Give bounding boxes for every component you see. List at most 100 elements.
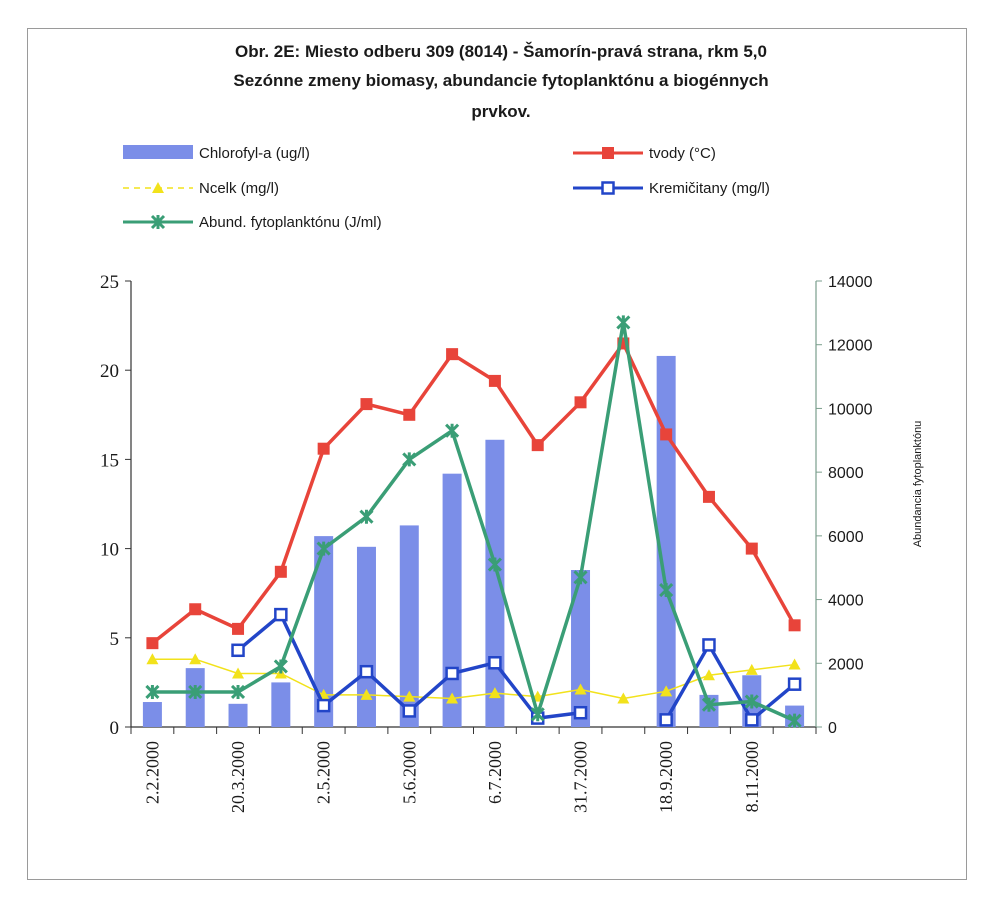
point-ncelk-mg-l	[745, 663, 758, 675]
chart-frame: Obr. 2E: Miesto odberu 309 (8014) - Šamo…	[27, 28, 967, 880]
legend-item-tvody-c: tvody (°C)	[573, 145, 716, 162]
point-abund-fytoplanktonu-j-ml	[573, 570, 588, 585]
bar-series	[142, 355, 805, 727]
point-ncelk-mg-l	[403, 690, 416, 702]
point-abund-fytoplanktonu-j-ml	[316, 541, 331, 556]
legend-item-kremicitany-mg-l: Kremičitany (mg/l)	[573, 180, 770, 197]
line-tvody-c	[151, 341, 797, 645]
point-ncelk-mg-l	[189, 653, 202, 665]
line-kremicitany-mg-l	[664, 643, 796, 722]
bar-chlorofyl-a-ug-l	[356, 546, 376, 727]
bar-chlorofyl-a-ug-l	[656, 355, 676, 727]
bar-chlorofyl-a-ug-l	[228, 703, 248, 727]
point-tvody-c	[446, 348, 459, 361]
point-kremicitany-mg-l	[231, 643, 245, 658]
point-kremicitany-mg-l	[316, 698, 331, 713]
legend-label: Chlorofyl-a (ug/l)	[199, 145, 310, 162]
point-kremicitany-mg-l	[445, 666, 459, 681]
x-tick-label: 6.7.2000	[485, 741, 505, 804]
right-tick-label: 6000	[828, 529, 864, 546]
legend-marker	[601, 181, 615, 195]
chart-title: Obr. 2E: Miesto odberu 309 (8014) - Šamo…	[233, 42, 768, 121]
left-tick-label: 25	[100, 272, 119, 293]
point-tvody-c	[574, 396, 587, 409]
right-tick-label: 12000	[828, 338, 873, 355]
legend-label: Kremičitany (mg/l)	[649, 180, 770, 197]
x-tick-label: 5.6.2000	[399, 741, 419, 804]
x-tick-label: 31.7.2000	[571, 741, 591, 813]
point-abund-fytoplanktonu-j-ml	[787, 713, 802, 728]
right-tick-label: 0	[828, 720, 837, 737]
line-abund-fytoplanktonu-j-ml	[152, 320, 796, 723]
point-kremicitany-mg-l	[402, 704, 417, 718]
point-ncelk-mg-l	[788, 658, 801, 670]
point-abund-fytoplanktonu-j-ml	[445, 423, 460, 438]
legend-item-ncelk-mg-l: Ncelk (mg/l)	[123, 180, 279, 197]
point-tvody-c	[360, 398, 373, 411]
point-abund-fytoplanktonu-j-ml	[145, 684, 160, 700]
right-axis-label: Abundancia fytoplanktónu	[912, 421, 924, 548]
series-kremicitany-mg-l	[231, 607, 802, 727]
x-tick-label: 18.9.2000	[656, 741, 676, 813]
bar-chlorofyl-a-ug-l	[142, 702, 162, 727]
point-tvody-c	[531, 439, 544, 452]
chart-title-line-2: Sezónne zmeny biomasy, abundancie fytopl…	[233, 71, 768, 90]
point-ncelk-mg-l	[360, 688, 373, 700]
point-ncelk-mg-l	[146, 653, 159, 665]
left-tick-label: 0	[110, 718, 120, 739]
x-tick-label: 2.5.2000	[314, 741, 334, 804]
x-tick-label: 20.3.2000	[228, 741, 248, 813]
point-ncelk-mg-l	[232, 667, 245, 679]
bar-chlorofyl-a-ug-l	[399, 525, 419, 727]
chart-title-line-3: prvkov.	[471, 102, 530, 121]
point-kremicitany-mg-l	[488, 656, 502, 670]
legend-marker	[602, 147, 614, 159]
point-kremicitany-mg-l	[359, 664, 374, 679]
legend-label: Abund. fytoplanktónu (J/ml)	[199, 214, 382, 231]
point-abund-fytoplanktonu-j-ml	[230, 684, 246, 700]
right-tick-label: 8000	[828, 465, 864, 482]
legend-marker	[150, 214, 166, 230]
point-abund-fytoplanktonu-j-ml	[530, 707, 545, 722]
legend-item-abund-fytoplanktonu-j-ml: Abund. fytoplanktónu (J/ml)	[123, 214, 382, 231]
point-kremicitany-mg-l	[787, 677, 802, 691]
point-tvody-c	[745, 542, 758, 555]
left-tick-label: 20	[100, 361, 119, 382]
series-abund-fytoplanktonu-j-ml	[145, 315, 802, 728]
axes: 0 5 10 15 20 25 0 2000 4000 6000 8000 10000 12000 140…	[100, 272, 924, 813]
point-abund-fytoplanktonu-j-ml	[744, 694, 759, 709]
point-tvody-c	[274, 565, 287, 578]
bar-chlorofyl-a-ug-l	[314, 536, 334, 727]
x-tick-label: 8.11.2000	[742, 741, 762, 812]
right-tick-label: 14000	[828, 274, 873, 291]
bar-chlorofyl-a-ug-l	[485, 439, 505, 727]
point-kremicitany-mg-l	[745, 713, 759, 727]
left-tick-label: 5	[110, 629, 120, 650]
left-tick-label: 15	[100, 450, 119, 471]
point-tvody-c	[189, 603, 202, 616]
point-tvody-c	[146, 637, 159, 650]
point-ncelk-mg-l	[446, 692, 459, 704]
right-tick-label: 4000	[828, 593, 864, 610]
point-abund-fytoplanktonu-j-ml	[659, 582, 674, 598]
point-tvody-c	[232, 622, 245, 635]
x-tick-label: 2.2.2000	[142, 741, 162, 804]
point-kremicitany-mg-l	[702, 638, 716, 652]
legend-swatch	[123, 145, 193, 159]
point-kremicitany-mg-l	[573, 705, 588, 720]
legend-item-chlorofyl-a-ug-l: Chlorofyl-a (ug/l)	[123, 145, 310, 162]
point-tvody-c	[702, 490, 715, 503]
point-abund-fytoplanktonu-j-ml	[402, 452, 417, 467]
right-tick-label: 2000	[828, 656, 864, 673]
point-tvody-c	[660, 428, 673, 441]
left-tick-label: 10	[100, 540, 119, 561]
point-abund-fytoplanktonu-j-ml	[273, 659, 288, 674]
point-tvody-c	[317, 442, 330, 455]
point-abund-fytoplanktonu-j-ml	[188, 684, 203, 700]
legend-marker	[152, 182, 164, 193]
line-series	[145, 315, 802, 728]
legend: Chlorofyl-a (ug/l) tvody (°C) Ncelk (mg/l)…	[123, 145, 770, 231]
point-tvody-c	[403, 408, 416, 421]
point-tvody-c	[488, 374, 501, 387]
point-abund-fytoplanktonu-j-ml	[487, 557, 502, 572]
